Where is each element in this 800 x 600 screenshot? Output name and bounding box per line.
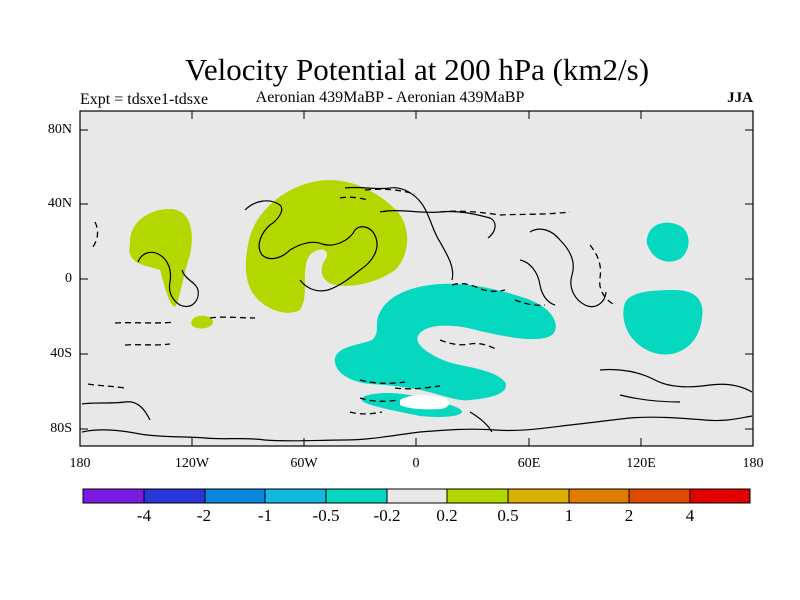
dashed-coast-west-1 bbox=[114, 321, 176, 324]
colorbar-box-10 bbox=[628, 488, 691, 504]
colorbar-label-9: 2 bbox=[624, 506, 634, 525]
colorbar-label-4: -0.5 bbox=[312, 506, 340, 525]
colorbar-box-7 bbox=[446, 488, 509, 504]
lat-label-0: 0 bbox=[65, 271, 72, 286]
colorbar-box-9 bbox=[568, 488, 630, 504]
colorbar bbox=[82, 488, 751, 504]
colorbar-box-6 bbox=[386, 488, 448, 504]
coastlines bbox=[81, 186, 753, 442]
plot-title: Velocity Potential at 200 hPa (km2/s) bbox=[184, 52, 650, 87]
positive-region-small bbox=[191, 315, 214, 329]
lon-label-60w: 60W bbox=[290, 456, 318, 471]
positive-region-northpacific bbox=[129, 208, 192, 307]
lat-label-40s: 40S bbox=[50, 346, 72, 361]
coastline-africa-europe bbox=[344, 186, 454, 281]
dashed-coast-mid-west bbox=[209, 316, 256, 319]
dashed-coast-west-3 bbox=[87, 383, 126, 389]
coastline-north bbox=[379, 209, 496, 239]
dashed-coastlines bbox=[87, 188, 616, 415]
coastline-southern-tip bbox=[469, 411, 493, 433]
positive-region-americas bbox=[245, 180, 408, 313]
colorbar-box-3 bbox=[204, 488, 266, 504]
lat-ticks bbox=[80, 129, 753, 430]
colorbar-label-3: -1 bbox=[257, 506, 273, 525]
coastline-americas bbox=[244, 200, 378, 292]
colorbar-label-1: -4 bbox=[136, 506, 152, 525]
colorbar-label-10: 4 bbox=[685, 506, 695, 525]
negative-region-indian bbox=[623, 290, 703, 355]
colorbar-box-8 bbox=[507, 488, 570, 504]
colorbar-label-5: -0.2 bbox=[373, 506, 401, 525]
colorbar-box-11 bbox=[689, 488, 751, 504]
dashed-coast-south-1 bbox=[359, 379, 406, 384]
colorbar-label-2: -2 bbox=[196, 506, 212, 525]
dashed-coast-south-4 bbox=[349, 411, 383, 415]
colorbar-box-1 bbox=[82, 488, 145, 504]
dashed-coast-north-2 bbox=[439, 210, 571, 216]
dashed-coast-north-3 bbox=[339, 196, 369, 201]
coastline-india bbox=[519, 259, 556, 306]
colorbar-box-4 bbox=[264, 488, 327, 504]
coastline-far-south bbox=[81, 401, 151, 421]
lat-label-80s: 80S bbox=[50, 421, 72, 436]
lon-label-180-right: 180 bbox=[742, 456, 764, 471]
coastline-east bbox=[599, 368, 753, 393]
negative-region-southatlantic bbox=[334, 283, 556, 401]
null-region-patch bbox=[400, 395, 450, 410]
dashed-coast-pacific bbox=[91, 221, 99, 249]
lat-label-40n: 40N bbox=[47, 196, 72, 211]
lon-label-120e: 120E bbox=[626, 456, 656, 471]
dashed-coast-south-3 bbox=[359, 397, 399, 402]
colorbar-label-6: 0.2 bbox=[436, 506, 458, 525]
dashed-coast-north-1 bbox=[364, 188, 416, 195]
season-label: JJA bbox=[727, 90, 753, 106]
colorbar-box-5 bbox=[325, 488, 388, 504]
coastline-southern-continent bbox=[81, 415, 753, 442]
coastline-east-2 bbox=[619, 394, 681, 403]
period-label: Aeronian 439MaBP - Aeronian 439MaBP bbox=[255, 89, 525, 106]
colorbar-label-8: 1 bbox=[564, 506, 574, 525]
lat-label-80n: 80N bbox=[47, 122, 72, 137]
coastline-asia bbox=[529, 228, 607, 308]
dashed-coast-west-2 bbox=[124, 343, 171, 346]
lon-label-0: 0 bbox=[412, 456, 420, 471]
lon-label-120w: 120W bbox=[174, 456, 210, 471]
colorbar-box-2 bbox=[143, 488, 206, 504]
dashed-coast-south-2 bbox=[394, 385, 441, 390]
lon-label-60e: 60E bbox=[517, 456, 541, 471]
dashed-coast-india bbox=[514, 299, 546, 306]
experiment-label: Expt = tdsxe1-tdsxe bbox=[80, 91, 209, 108]
map-background bbox=[80, 111, 753, 446]
lon-label-180-left: 180 bbox=[69, 456, 91, 471]
lon-ticks bbox=[79, 111, 754, 446]
colorbar-label-7: 0.5 bbox=[497, 506, 519, 525]
positive-anomaly-regions bbox=[129, 180, 408, 329]
coastline-pacific-continent bbox=[137, 251, 199, 308]
dashed-coast-africa bbox=[439, 339, 499, 351]
dashed-coast-asia bbox=[589, 244, 616, 306]
negative-region-westpacific bbox=[646, 222, 689, 262]
